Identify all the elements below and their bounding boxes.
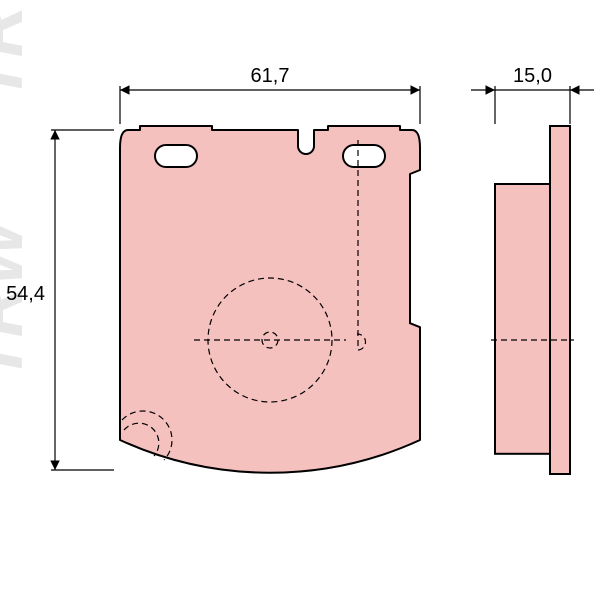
technical-drawing: TRWTRW 61,7 15,0 54,4 [0, 0, 599, 599]
dim-thickness-label: 15,0 [513, 65, 552, 87]
mounting-hole [343, 145, 385, 167]
side-backplate [550, 126, 570, 474]
mounting-hole [155, 145, 197, 167]
watermark-text-2: TRW [0, 0, 38, 101]
watermark: TRWTRW [0, 0, 38, 381]
side-pad [495, 184, 550, 454]
dim-height-label: 54,4 [6, 283, 45, 305]
dim-width-label: 61,7 [251, 65, 290, 87]
brake-pad-front [120, 126, 420, 473]
